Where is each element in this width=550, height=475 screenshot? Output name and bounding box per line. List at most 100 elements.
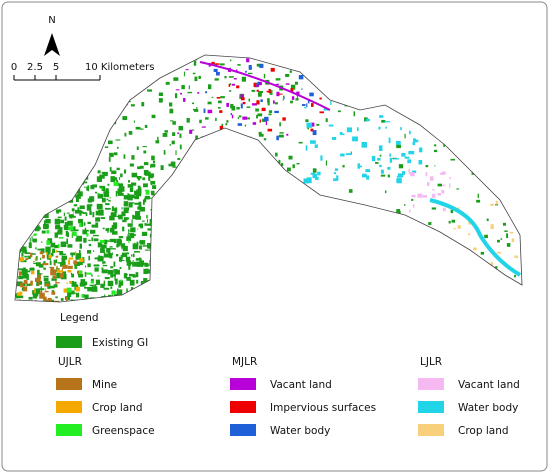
patch: [317, 171, 321, 176]
patch: [486, 281, 491, 286]
patch: [225, 123, 228, 126]
patch: [448, 220, 451, 224]
patch: [151, 234, 154, 237]
patch: [68, 226, 74, 231]
patch: [151, 284, 154, 290]
patch: [358, 165, 362, 168]
patch: [266, 90, 269, 93]
patch: [114, 275, 116, 281]
legend-label: Mine: [92, 379, 117, 391]
patch: [34, 213, 39, 216]
patch: [42, 254, 45, 259]
legend-swatch: [56, 401, 82, 413]
patch: [214, 78, 219, 81]
patch: [127, 234, 129, 239]
patch: [33, 261, 35, 263]
patch: [404, 204, 406, 206]
patch: [147, 264, 150, 267]
patch: [27, 184, 32, 190]
patch: [122, 186, 125, 192]
patch: [425, 172, 428, 177]
patch: [272, 100, 275, 104]
patch: [172, 121, 176, 125]
patch: [41, 195, 47, 201]
patch: [185, 69, 189, 71]
patch: [104, 276, 110, 280]
patch: [226, 120, 229, 123]
patch: [352, 136, 358, 142]
patch: [150, 180, 156, 185]
patch: [325, 118, 328, 123]
patch: [89, 284, 95, 287]
patch: [511, 104, 517, 109]
patch: [274, 110, 279, 114]
patch: [199, 119, 202, 124]
patch: [28, 296, 33, 300]
patch: [98, 209, 104, 216]
patch: [130, 287, 134, 291]
patch: [17, 245, 19, 250]
patch: [175, 150, 177, 156]
patch: [20, 246, 25, 251]
patch: [230, 112, 232, 116]
patch: [139, 290, 143, 294]
patch: [74, 209, 81, 214]
patch: [294, 81, 298, 85]
patch: [410, 245, 416, 250]
patch: [353, 111, 355, 117]
patch: [435, 133, 440, 136]
patch: [193, 60, 197, 66]
patch: [453, 227, 456, 230]
patch: [434, 144, 437, 147]
patch: [37, 227, 41, 230]
patch: [341, 133, 345, 136]
patch: [308, 233, 311, 239]
patch: [217, 139, 221, 142]
patch: [240, 103, 243, 109]
patch: [60, 298, 64, 301]
patch: [37, 248, 42, 251]
patch: [462, 115, 468, 118]
patch: [43, 275, 49, 278]
patch: [88, 255, 91, 261]
patch: [15, 187, 19, 189]
patch: [97, 242, 103, 248]
patch: [65, 180, 68, 187]
patch: [326, 221, 329, 226]
patch: [379, 154, 382, 157]
patch: [86, 229, 89, 232]
patch: [57, 262, 63, 264]
patch: [113, 181, 119, 186]
patch: [107, 240, 113, 242]
study-area-outline: [14, 54, 523, 303]
patch: [122, 116, 128, 121]
patch: [135, 216, 141, 220]
patch: [361, 173, 367, 178]
patch: [77, 253, 82, 259]
legend-swatch: [56, 424, 82, 436]
patch: [139, 261, 142, 265]
patch: [100, 299, 107, 302]
patch: [170, 120, 174, 122]
patch: [442, 184, 445, 187]
patch: [40, 257, 42, 261]
patch: [224, 75, 227, 79]
patch: [242, 101, 246, 105]
patch: [33, 213, 35, 216]
patch: [53, 197, 56, 201]
patch: [121, 245, 123, 250]
patch: [126, 273, 128, 276]
patch: [116, 238, 121, 244]
patch: [95, 152, 99, 154]
north-arrow: [44, 33, 60, 56]
patch: [86, 233, 89, 237]
patch: [141, 262, 148, 265]
patch: [153, 203, 160, 206]
patch: [136, 241, 139, 246]
patch: [28, 170, 31, 174]
patch: [490, 262, 494, 266]
patch: [357, 249, 360, 253]
patch: [319, 97, 322, 100]
patch: [91, 286, 98, 292]
patch: [81, 304, 86, 306]
